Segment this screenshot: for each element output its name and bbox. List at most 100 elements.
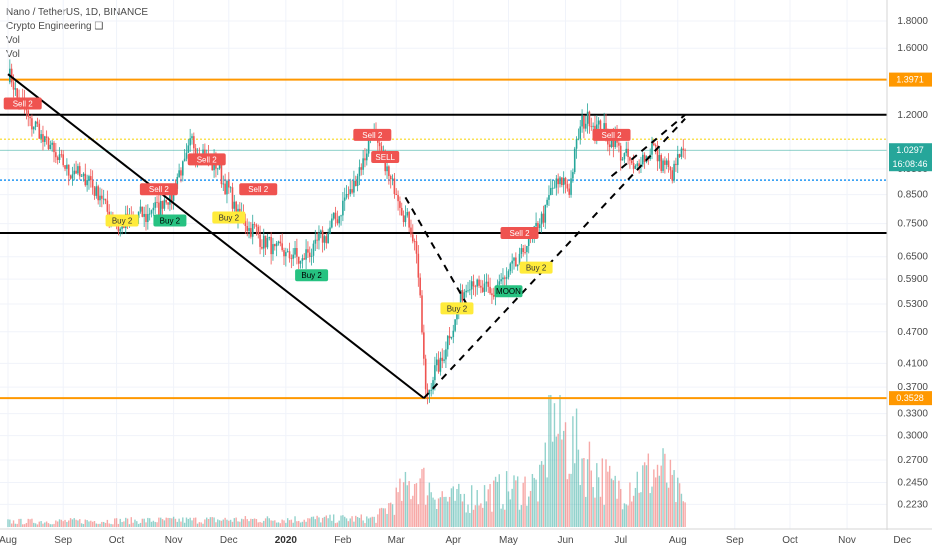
signal-badge	[519, 261, 553, 274]
candle-body	[507, 271, 510, 278]
volume-bar	[69, 518, 72, 527]
volume-bar	[196, 523, 199, 527]
candle-body	[586, 111, 589, 124]
x-tick-label: Nov	[165, 535, 183, 546]
candle-body	[538, 224, 541, 228]
volume-bar	[152, 520, 155, 527]
volume-bar	[283, 520, 285, 527]
candle-body	[36, 121, 39, 124]
candle-body	[141, 206, 144, 217]
volume-bar	[62, 521, 64, 527]
volume-bar	[185, 517, 188, 527]
volume-bar	[382, 508, 385, 527]
volume-bar	[344, 516, 346, 527]
candle-body	[610, 138, 613, 147]
candle-body	[669, 166, 672, 171]
volume-bar	[408, 481, 410, 527]
volume-label-2[interactable]: Vol	[6, 49, 20, 60]
signal-label: Buy 2	[160, 217, 181, 226]
volume-bar	[53, 523, 55, 527]
volume-bar	[669, 459, 672, 527]
candle-body	[349, 189, 352, 195]
volume-bar	[23, 524, 26, 527]
volume-bar	[454, 500, 456, 527]
candle-body	[404, 215, 407, 223]
y-tick-label: 0.2450	[897, 478, 928, 489]
candle-body	[226, 180, 228, 195]
candle-body	[588, 111, 591, 127]
candle-body	[288, 251, 291, 259]
volume-bar	[570, 473, 572, 527]
volume-bar	[134, 519, 136, 527]
candle-body	[248, 228, 250, 231]
volume-bar	[229, 519, 232, 527]
candle-body	[446, 335, 449, 350]
candle-body	[463, 292, 466, 301]
volume-bar	[487, 489, 489, 527]
candle-body	[564, 177, 567, 185]
x-tick-label: Dec	[220, 535, 238, 546]
volume-bar	[575, 408, 578, 527]
candle-body	[656, 146, 659, 162]
candle-body	[415, 241, 418, 254]
volume-bar	[452, 486, 454, 527]
volume-bar	[632, 495, 635, 527]
candle-body	[178, 170, 180, 177]
candle-body	[292, 254, 294, 259]
candle-body	[220, 164, 223, 185]
volume-bar	[583, 458, 585, 527]
candle-body	[182, 161, 184, 176]
y-tick-label: 1.6000	[897, 43, 928, 54]
candle-body	[439, 357, 442, 372]
candle-body	[279, 241, 282, 244]
signal-label: SELL	[375, 153, 395, 162]
volume-bar	[448, 496, 451, 527]
time-axis[interactable]: Aug Sep Oct Nov Dec 2020 Feb Mar Apr May Jun Jul Aug…	[0, 528, 932, 546]
volume-bar	[656, 464, 659, 527]
volume-bar	[22, 524, 24, 527]
candle-body	[535, 222, 537, 227]
candle-body	[629, 157, 631, 161]
volume-bar	[84, 519, 86, 527]
candle-body	[95, 186, 98, 196]
volume-bar	[68, 520, 70, 527]
countdown-label: 16:08:46	[892, 159, 927, 169]
volume-bar	[555, 436, 558, 527]
volume-bar	[99, 523, 101, 527]
price-axis[interactable]: 1.80001.60001.20000.95000.85000.75000.65…	[886, 0, 932, 530]
candle-body	[518, 253, 521, 265]
volume-bar	[314, 519, 316, 527]
candle-body	[356, 176, 359, 187]
volume-bar	[504, 509, 506, 527]
volume-bar	[581, 458, 583, 527]
volume-bar	[467, 504, 469, 527]
horizontal-levels	[0, 78, 887, 400]
volume-bar	[294, 516, 296, 527]
volume-bar	[217, 519, 219, 527]
x-tick-label: Aug	[669, 535, 687, 546]
volume-bar	[156, 522, 158, 527]
candle-body	[231, 187, 234, 209]
indicator-label[interactable]: Crypto Engineering ❑	[6, 21, 104, 32]
candle-body	[467, 290, 469, 292]
candle-body	[180, 170, 182, 176]
candle-body	[47, 138, 50, 150]
candle-body	[189, 138, 191, 146]
candle-body	[49, 144, 52, 150]
y-tick-label: 0.3300	[897, 409, 928, 420]
volume-bar	[270, 520, 272, 527]
candle-body	[56, 157, 59, 161]
volume-bar	[675, 502, 677, 527]
volume-bar	[358, 517, 361, 527]
candle-body	[86, 180, 88, 186]
y-tick-label: 0.4100	[897, 358, 928, 369]
volume-bar	[605, 459, 607, 527]
volume-bar	[375, 522, 377, 527]
signal-badge	[494, 285, 523, 298]
volume-bar	[502, 504, 504, 527]
volume-bar	[597, 477, 600, 527]
candle-body	[354, 180, 357, 187]
volume-label-1[interactable]: Vol	[6, 35, 20, 46]
volume-bar	[419, 478, 421, 527]
